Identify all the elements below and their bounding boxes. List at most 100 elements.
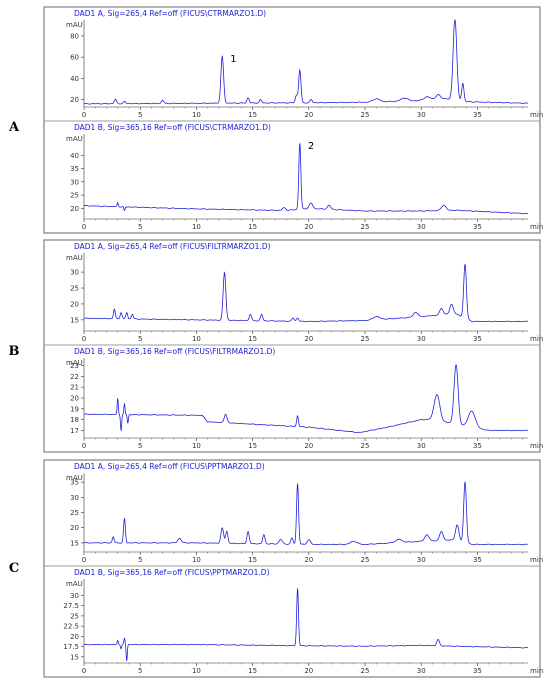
x-tick-label: 25 — [361, 223, 370, 231]
chromatogram-trace — [83, 364, 529, 433]
y-tick-label: 21 — [70, 384, 79, 392]
x-tick-label: 30 — [417, 223, 426, 231]
x-tick-label: 10 — [192, 223, 201, 231]
y-tick-label: 25 — [70, 285, 79, 293]
panel-frame — [43, 565, 541, 678]
y-tick-label: 40 — [70, 75, 79, 83]
x-tick-label: 35 — [473, 223, 482, 231]
chromatogram-trace — [83, 264, 529, 323]
y-tick-label: 15 — [70, 539, 79, 547]
x-tick-label: 5 — [138, 335, 142, 343]
y-tick-label: 17.5 — [63, 643, 79, 651]
y-tick-label: 35 — [70, 479, 79, 487]
panel-frame — [43, 344, 541, 453]
x-tick-label: 5 — [138, 111, 142, 119]
x-tick-label: 15 — [248, 111, 257, 119]
x-tick-label: 0 — [82, 667, 86, 675]
group-label-C: C — [9, 561, 19, 576]
y-tick-label: 17 — [70, 427, 79, 435]
y-tick-label: 80 — [70, 32, 79, 40]
x-tick-label: 0 — [82, 223, 86, 231]
x-tick-label: 0 — [82, 442, 86, 450]
y-tick-label: 30 — [70, 494, 79, 502]
y-tick-label: 19 — [70, 405, 79, 413]
y-tick-label: 25 — [70, 192, 79, 200]
x-tick-label: 5 — [138, 556, 142, 564]
y-tick-label: 15 — [70, 653, 79, 661]
y-tick-label: 40 — [70, 152, 79, 160]
x-axis-label: min — [530, 111, 543, 119]
panel-frame — [43, 459, 541, 567]
y-tick-label: 18 — [70, 416, 79, 424]
x-tick-label: 20 — [304, 667, 313, 675]
x-tick-label: 35 — [473, 111, 482, 119]
panel-title: DAD1 A, Sig=265,4 Ref=off (FICUS\FILTRMA… — [74, 242, 271, 251]
y-axis-label: mAU — [66, 359, 83, 367]
chromatogram-trace — [83, 481, 529, 546]
y-tick-label: 22 — [70, 373, 79, 381]
x-tick-label: 20 — [304, 223, 313, 231]
x-axis-label: min — [530, 442, 543, 450]
x-tick-label: 5 — [138, 442, 142, 450]
panel-title: DAD1 B, Sig=365,16 Ref=off (FICUS\PPTMAR… — [74, 568, 270, 577]
y-axis-label: mAU — [66, 135, 83, 143]
panel-title: DAD1 A, Sig=265,4 Ref=off (FICUS\CTRMARZ… — [74, 9, 266, 18]
x-tick-label: 25 — [361, 111, 370, 119]
x-tick-label: 35 — [473, 667, 482, 675]
x-tick-label: 10 — [192, 442, 201, 450]
panel-frame — [43, 120, 541, 234]
x-tick-label: 25 — [361, 667, 370, 675]
x-axis-label: min — [530, 335, 543, 343]
x-tick-label: 35 — [473, 335, 482, 343]
x-tick-label: 10 — [192, 335, 201, 343]
chromatogram-trace — [83, 143, 529, 215]
x-tick-label: 0 — [82, 556, 86, 564]
y-axis-label: mAU — [66, 580, 83, 588]
y-tick-label: 60 — [70, 54, 79, 62]
x-tick-label: 25 — [361, 442, 370, 450]
x-tick-label: 25 — [361, 335, 370, 343]
x-tick-label: 20 — [304, 335, 313, 343]
x-tick-label: 5 — [138, 223, 142, 231]
peak-label: 2 — [308, 141, 314, 152]
y-tick-label: 20 — [70, 300, 79, 308]
x-tick-label: 5 — [138, 667, 142, 675]
group-label-B: B — [9, 344, 20, 359]
y-tick-label: 20 — [70, 96, 79, 104]
x-tick-label: 15 — [248, 223, 257, 231]
x-axis-label: min — [530, 223, 543, 231]
x-tick-label: 15 — [248, 335, 257, 343]
x-tick-label: 10 — [192, 111, 201, 119]
group-label-A: A — [8, 120, 20, 135]
y-axis-label: mAU — [66, 474, 83, 482]
y-tick-label: 20 — [70, 633, 79, 641]
x-tick-label: 15 — [248, 556, 257, 564]
y-axis-label: mAU — [66, 21, 83, 29]
x-tick-label: 35 — [473, 442, 482, 450]
x-tick-label: 15 — [248, 667, 257, 675]
y-tick-label: 20 — [70, 205, 79, 213]
y-tick-label: 15 — [70, 316, 79, 324]
x-tick-label: 0 — [82, 111, 86, 119]
x-tick-label: 30 — [417, 667, 426, 675]
panel-title: DAD1 A, Sig=265,4 Ref=off (FICUS\PPTMARZ… — [74, 462, 265, 471]
chromatogram-trace — [83, 588, 529, 662]
x-tick-label: 10 — [192, 556, 201, 564]
y-tick-label: 27.5 — [63, 602, 79, 610]
x-tick-label: 15 — [248, 442, 257, 450]
y-tick-label: 25 — [70, 509, 79, 517]
x-tick-label: 35 — [473, 556, 482, 564]
y-tick-label: 35 — [70, 165, 79, 173]
x-tick-label: 20 — [304, 442, 313, 450]
x-tick-label: 10 — [192, 667, 201, 675]
x-tick-label: 30 — [417, 111, 426, 119]
y-tick-label: 30 — [70, 178, 79, 186]
x-tick-label: 20 — [304, 556, 313, 564]
group-frame-A — [43, 6, 541, 234]
y-tick-label: 25 — [70, 612, 79, 620]
x-tick-label: 30 — [417, 442, 426, 450]
panel-title: DAD1 B, Sig=365,16 Ref=off (FICUS\CTRMAR… — [74, 123, 271, 132]
x-axis-label: min — [530, 556, 543, 564]
x-tick-label: 20 — [304, 111, 313, 119]
